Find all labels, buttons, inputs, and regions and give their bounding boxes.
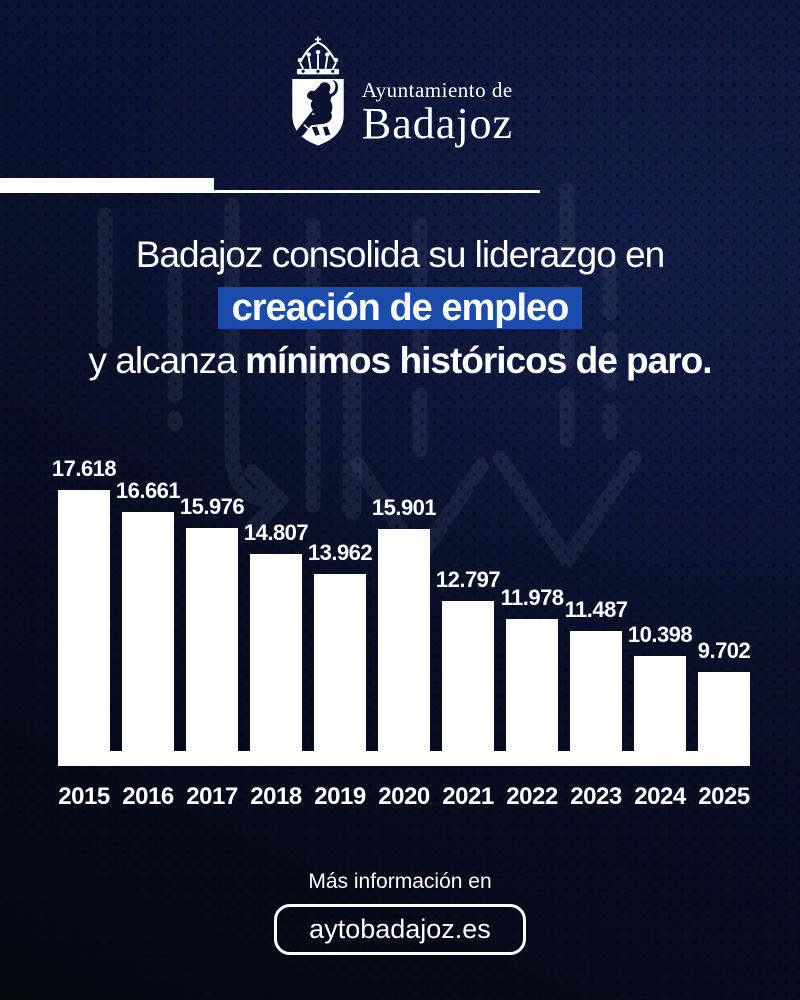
bar-cell-2018: 14.807 — [244, 520, 309, 766]
year-label-2023: 2023 — [570, 783, 622, 810]
headline-line3: y alcanza mínimos históricos de paro. — [0, 340, 800, 382]
bar-2022 — [506, 619, 558, 766]
chart-baseline — [58, 751, 750, 766]
footer: Más información en aytobadajoz.es — [0, 870, 800, 955]
bar-value-label: 13.962 — [307, 540, 373, 565]
headline-line3-regular: y alcanza — [88, 340, 246, 381]
unemployment-bar-chart: 17.618 16.661 15.976 14.807 13.962 15.901 12.7… — [52, 454, 751, 811]
aytobadajoz-link-button[interactable]: aytobadajoz.es — [274, 904, 526, 955]
bar-value-label: 9.702 — [697, 638, 751, 663]
bar-2023 — [570, 631, 622, 766]
bar-cell-2015: 17.618 — [52, 456, 117, 766]
chart-years-row: 2015 2016 2017 2018 2019 2020 2021 2022 2023 2024… — [58, 783, 750, 811]
badajoz-coat-of-arms-icon — [292, 36, 344, 146]
year-label-2018: 2018 — [250, 783, 302, 810]
logo-org-prefix: Ayuntamiento de — [361, 78, 513, 102]
headline-line3-bold: mínimos históricos de paro. — [245, 340, 712, 381]
bar-2021 — [442, 601, 494, 766]
bar-cell-2020: 15.901 — [372, 495, 437, 766]
year-label-2021: 2021 — [442, 783, 494, 810]
bar-value-label: 12.797 — [435, 567, 501, 592]
bar-value-label: 14.807 — [243, 520, 309, 545]
bar-value-label: 15.976 — [179, 494, 245, 519]
year-label-2015: 2015 — [58, 783, 110, 810]
year-label-2020: 2020 — [378, 783, 430, 810]
bar-cell-2023: 11.487 — [564, 597, 628, 766]
bar-2018 — [250, 554, 302, 766]
logo-text: Ayuntamiento de Badajoz — [361, 34, 514, 148]
bar-2019 — [314, 574, 366, 766]
bar-cell-2024: 10.398 — [628, 622, 693, 766]
year-label-2017: 2017 — [186, 783, 238, 810]
bar-2024 — [634, 656, 686, 766]
year-label-2024: 2024 — [634, 783, 686, 810]
year-label-2019: 2019 — [314, 783, 366, 810]
accent-bar-thin — [0, 190, 540, 193]
footer-info-text: Más información en — [308, 870, 492, 893]
chart-bars-row: 17.618 16.661 15.976 14.807 13.962 15.901 12.7… — [52, 454, 751, 766]
bar-value-label: 16.661 — [115, 478, 181, 503]
bar-cell-2022: 11.978 — [500, 585, 564, 766]
headline: Badajoz consolida su liderazgo en creaci… — [0, 234, 800, 382]
bar-cell-2017: 15.976 — [180, 494, 245, 766]
bar-value-label: 11.978 — [500, 585, 564, 610]
bar-value-label: 10.398 — [627, 622, 693, 647]
bar-cell-2016: 16.661 — [116, 478, 181, 766]
headline-line2: creación de empleo — [0, 287, 800, 329]
bar-cell-2019: 13.962 — [308, 540, 373, 766]
logo: Ayuntamiento de Badajoz — [0, 34, 800, 152]
bar-value-label: 11.487 — [564, 597, 628, 622]
bar-2017 — [186, 528, 238, 766]
bar-value-label: 17.618 — [51, 456, 117, 481]
year-label-2016: 2016 — [122, 783, 174, 810]
bar-2015 — [58, 490, 110, 766]
accent-bar-thick — [0, 178, 214, 192]
bar-cell-2021: 12.797 — [436, 567, 501, 766]
aytobadajoz-link-label: aytobadajoz.es — [309, 914, 491, 944]
year-label-2025: 2025 — [698, 783, 750, 810]
bar-value-label: 15.901 — [371, 495, 437, 520]
year-label-2022: 2022 — [506, 783, 558, 810]
lion-icon — [306, 79, 338, 136]
bar-2020 — [378, 529, 430, 766]
bar-2025 — [698, 672, 750, 766]
logo-org-name: Badajoz — [361, 99, 514, 148]
bar-cell-2025: 9.702 — [697, 638, 751, 766]
bar-2016 — [122, 512, 174, 766]
crown-icon — [296, 36, 339, 75]
headline-line1: Badajoz consolida su liderazgo en — [135, 234, 666, 275]
headline-highlight: creación de empleo — [217, 287, 583, 329]
